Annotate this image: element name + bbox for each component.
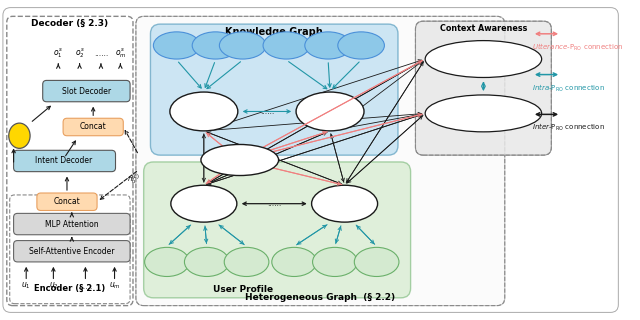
Text: City
Transit: City Transit	[330, 194, 360, 213]
Ellipse shape	[145, 247, 189, 276]
Ellipse shape	[9, 123, 30, 148]
Ellipse shape	[425, 41, 541, 77]
Ellipse shape	[312, 185, 378, 222]
Text: year:
2004: year: 2004	[353, 40, 369, 51]
Text: 1st:
video: 1st: video	[159, 257, 175, 267]
FancyBboxPatch shape	[143, 162, 411, 298]
Ellipse shape	[312, 247, 357, 276]
Ellipse shape	[272, 247, 316, 276]
Ellipse shape	[192, 32, 239, 59]
Text: $\it{Inter}$-P$_{\rm RO}$ connection: $\it{Inter}$-P$_{\rm RO}$ connection	[532, 122, 605, 133]
Text: $u_2$: $u_2$	[49, 281, 58, 292]
Text: Intent Decoder: Intent Decoder	[35, 156, 93, 165]
Ellipse shape	[305, 32, 351, 59]
Ellipse shape	[184, 247, 229, 276]
Text: 3rd:
drive: 3rd: drive	[369, 257, 384, 267]
Ellipse shape	[296, 92, 364, 131]
Text: User Profile: User Profile	[212, 285, 273, 294]
FancyBboxPatch shape	[37, 193, 97, 211]
FancyBboxPatch shape	[13, 213, 130, 235]
Text: ...: ...	[212, 43, 218, 48]
Text: desc:
......: desc: ......	[235, 40, 251, 51]
Text: type:
Movie: type: Movie	[168, 40, 186, 51]
Text: 2nd:
audio: 2nd: audio	[198, 257, 215, 267]
FancyBboxPatch shape	[136, 16, 505, 306]
Text: Heterogeneous Graph  (§ 2.2): Heterogeneous Graph (§ 2.2)	[245, 293, 396, 302]
Ellipse shape	[154, 32, 200, 59]
Text: ......: ......	[268, 199, 282, 208]
Text: 1st:
bus: 1st: bus	[289, 257, 300, 267]
Text: Location:
home: Location: home	[466, 104, 501, 123]
Text: Utterance: Utterance	[216, 156, 264, 164]
FancyBboxPatch shape	[150, 24, 398, 155]
Text: Monkey
King: Monkey King	[313, 102, 347, 121]
Ellipse shape	[171, 185, 237, 222]
Text: $\it{Utterance}$-P$_{\rm RO}$ connection: $\it{Utterance}$-P$_{\rm RO}$ connection	[532, 42, 623, 53]
Text: Decoder (§ 2.3): Decoder (§ 2.3)	[31, 19, 108, 28]
Text: ......: ......	[94, 49, 108, 58]
Ellipse shape	[425, 95, 541, 132]
Ellipse shape	[201, 144, 278, 176]
Text: $u_1$: $u_1$	[21, 281, 31, 292]
Text: :: :	[482, 79, 485, 89]
Text: ......: ......	[260, 107, 274, 116]
Text: $o_1^s$: $o_1^s$	[53, 46, 63, 60]
Text: Knowledge Graph: Knowledge Graph	[225, 27, 323, 37]
Ellipse shape	[263, 32, 310, 59]
Text: ......: ......	[78, 282, 93, 291]
Text: $o_2^s$: $o_2^s$	[75, 46, 84, 60]
Ellipse shape	[220, 32, 266, 59]
Text: Context Awareness: Context Awareness	[440, 24, 527, 33]
Text: Slot Decoder: Slot Decoder	[62, 87, 111, 96]
FancyBboxPatch shape	[43, 80, 130, 102]
Ellipse shape	[355, 247, 399, 276]
Text: Concat: Concat	[54, 197, 81, 206]
Ellipse shape	[224, 247, 269, 276]
Text: Encoder (§ 2.1): Encoder (§ 2.1)	[35, 284, 106, 293]
Text: singer:
Mayday: singer: Mayday	[275, 40, 298, 51]
Text: $h_u^{(L)}$: $h_u^{(L)}$	[127, 172, 140, 186]
Text: MLP Attention: MLP Attention	[45, 220, 99, 228]
Text: $o^I$: $o^I$	[15, 130, 24, 142]
Text: Monkey
King: Monkey King	[187, 102, 221, 121]
FancyBboxPatch shape	[13, 241, 130, 262]
FancyBboxPatch shape	[13, 150, 115, 172]
Text: Self-Attentive Encoder: Self-Attentive Encoder	[29, 247, 115, 256]
Ellipse shape	[338, 32, 385, 59]
Text: $u_m$: $u_m$	[109, 281, 120, 292]
FancyBboxPatch shape	[63, 118, 124, 136]
FancyBboxPatch shape	[415, 21, 552, 155]
Text: $o_m^s$: $o_m^s$	[115, 46, 126, 60]
Text: Movement:
walking: Movement: walking	[462, 49, 505, 69]
Text: 3rd:
music: 3rd: music	[238, 257, 255, 267]
Text: $\it{Intra}$-P$_{\rm RO}$ connection: $\it{Intra}$-P$_{\rm RO}$ connection	[532, 82, 605, 93]
Text: 2nd:
metro: 2nd: metro	[326, 257, 344, 267]
Text: ...: ...	[325, 43, 331, 48]
Text: Concat: Concat	[80, 123, 107, 132]
Text: Multi
media: Multi media	[191, 194, 217, 213]
Ellipse shape	[170, 92, 238, 131]
